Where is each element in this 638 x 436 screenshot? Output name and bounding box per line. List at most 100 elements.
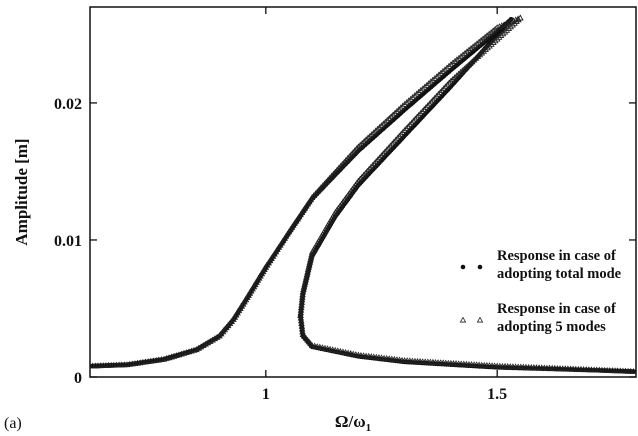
plot-frame (89, 6, 637, 378)
data-point (465, 46, 473, 53)
data-point (391, 109, 399, 116)
data-point (503, 20, 510, 27)
data-point (183, 349, 190, 356)
data-point (399, 102, 406, 109)
data-point (483, 32, 491, 39)
data-point (471, 41, 479, 48)
data-point (299, 293, 306, 300)
data-point (441, 66, 449, 73)
y-axis-label: Amplitude [m] (12, 138, 31, 245)
data-point (505, 19, 513, 26)
data-point (160, 355, 168, 362)
data-point (357, 141, 364, 148)
data-point (364, 134, 372, 141)
data-point (395, 106, 403, 113)
x-tick-label: 1.5 (487, 386, 507, 403)
data-point (387, 113, 395, 120)
data-point (297, 317, 305, 324)
data-point (297, 311, 304, 318)
data-point (419, 85, 427, 92)
data-point (168, 353, 175, 360)
data-point (173, 352, 180, 358)
data-point (163, 355, 170, 361)
data-point (188, 347, 195, 354)
data-point (298, 301, 305, 308)
x-axis-label-main: Ω/ω (335, 412, 366, 431)
data-point (303, 273, 310, 280)
data-point (355, 143, 362, 150)
data-point (306, 258, 314, 265)
data-point (209, 336, 216, 343)
data-point (439, 68, 447, 74)
data-point (397, 104, 405, 111)
data-point (475, 38, 483, 45)
data-point (200, 342, 207, 348)
y-axis-ticks: 0 0.01 0.02 (54, 96, 636, 387)
x-tick-label: 1 (262, 386, 270, 403)
data-point (496, 23, 503, 30)
data-point (175, 351, 183, 358)
data-point (195, 344, 203, 351)
data-point (469, 43, 477, 50)
data-point (481, 33, 489, 40)
data-point (304, 266, 312, 273)
data-point (443, 64, 451, 71)
data-point (449, 59, 457, 66)
data-point (382, 118, 389, 125)
data-point (298, 298, 306, 305)
data-point (425, 80, 433, 87)
data-point (423, 81, 431, 88)
data-point (479, 35, 487, 42)
data-point (403, 99, 410, 106)
data-point (301, 278, 309, 285)
data-point (485, 30, 493, 37)
data-point (207, 337, 214, 344)
data-point (303, 271, 311, 278)
data-point (433, 73, 441, 80)
data-point (204, 339, 212, 346)
data-point (455, 54, 463, 61)
data-point (298, 320, 305, 327)
data-point (393, 107, 401, 114)
data-point (304, 268, 311, 275)
data-point (368, 130, 376, 137)
data-point (447, 61, 455, 68)
x-axis-label: Ω/ω1 (335, 412, 371, 434)
data-point (360, 138, 368, 144)
data-point (384, 116, 391, 123)
data-point (170, 352, 178, 359)
data-point (299, 328, 306, 335)
data-point (473, 40, 481, 47)
data-point (407, 95, 414, 102)
legend-item: Response in case of adopting total mode (460, 248, 622, 282)
data-point (358, 139, 366, 146)
data-point (378, 122, 385, 129)
data-point (411, 92, 418, 99)
data-point (380, 120, 387, 127)
data-point (301, 281, 308, 288)
data-point (405, 97, 412, 104)
data-point (190, 346, 198, 353)
legend-marker (477, 264, 483, 270)
data-point (445, 62, 453, 69)
series-2 (89, 14, 637, 374)
data-point (297, 306, 305, 313)
data-point (197, 343, 205, 350)
data-point (451, 57, 459, 64)
panel-label: (a) (4, 415, 22, 432)
data-point (435, 71, 443, 78)
data-point (299, 288, 307, 295)
data-point (165, 354, 173, 361)
x-axis-label-subscript: 1 (366, 422, 372, 434)
legend-label-line2: adopting total mode (497, 266, 622, 282)
data-point (630, 367, 637, 374)
data-point (493, 24, 501, 31)
data-point (300, 283, 308, 290)
data-point (370, 129, 378, 136)
data-point (178, 350, 185, 357)
data-point (498, 22, 506, 29)
data-point (467, 45, 475, 51)
data-point (459, 51, 467, 58)
